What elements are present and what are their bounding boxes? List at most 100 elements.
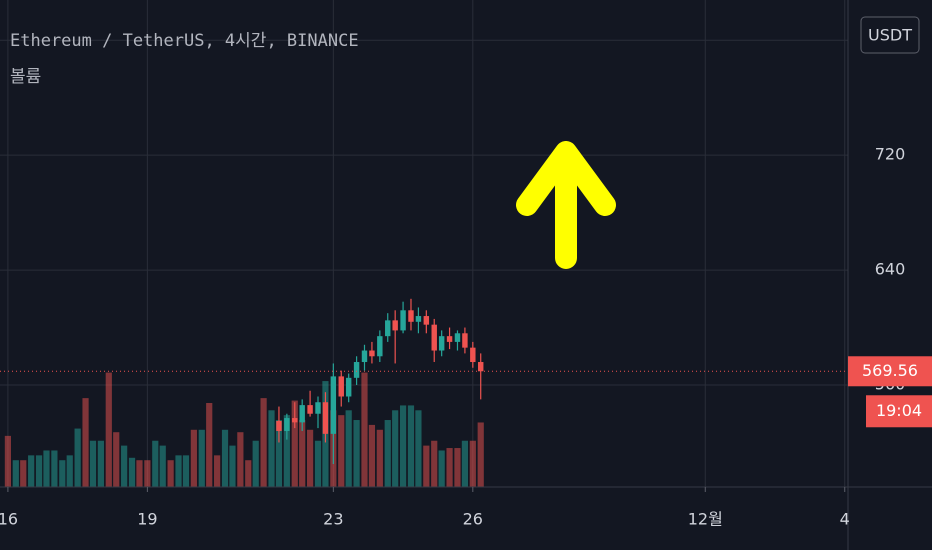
- candle-body: [299, 405, 305, 423]
- volume-bar: [97, 440, 104, 487]
- volume-bar: [89, 440, 97, 487]
- x-tick-label: 4: [840, 510, 850, 529]
- chart-title: Ethereum / TetherUS, 4시간, BINANCE: [10, 31, 359, 51]
- candle-body: [408, 310, 414, 322]
- candle-body: [438, 336, 445, 351]
- volume-bar: [260, 398, 267, 487]
- volume-bar: [306, 429, 314, 487]
- volume-bar: [237, 432, 244, 487]
- x-tick-label: 16: [0, 510, 18, 529]
- volume-bar: [368, 424, 376, 487]
- candle-body: [361, 350, 368, 363]
- volume-bar: [423, 445, 430, 487]
- candle-body: [423, 316, 430, 325]
- volume-bar: [182, 455, 190, 487]
- volume-bar: [229, 445, 236, 487]
- last-price-label: 569.56: [862, 361, 918, 380]
- volume-bar: [28, 455, 35, 487]
- volume-bar: [399, 405, 407, 487]
- currency-button[interactable]: [860, 16, 920, 54]
- candle-body: [369, 350, 375, 357]
- volume-bar: [454, 448, 461, 487]
- volume-bar: [82, 398, 89, 487]
- candle-body: [315, 402, 321, 414]
- candle-body: [470, 347, 476, 363]
- volume-bar: [431, 440, 438, 487]
- candle-body: [392, 320, 398, 331]
- volume-bar: [206, 402, 213, 487]
- countdown-box: [866, 395, 932, 428]
- volume-bar: [361, 372, 368, 487]
- candle-body: [400, 310, 406, 331]
- volume-bar: [461, 440, 469, 487]
- volume-bar: [167, 460, 174, 487]
- candle-body: [415, 316, 422, 322]
- indicator-label: 볼륨: [10, 67, 41, 87]
- volume-bar: [113, 432, 120, 487]
- volume-bar: [477, 422, 484, 487]
- candle-body: [446, 336, 453, 342]
- x-tick-label: 12월: [688, 510, 723, 529]
- volume-bar: [376, 429, 383, 487]
- volume-bar: [74, 428, 81, 487]
- candle-body: [377, 336, 383, 357]
- volume-bar: [392, 410, 399, 487]
- volume-bar: [35, 455, 43, 487]
- x-tick-label: 23: [323, 510, 343, 529]
- candle-body: [276, 420, 282, 431]
- volume-bar: [446, 448, 453, 487]
- volume-bar: [20, 460, 27, 487]
- volume-bar: [198, 429, 205, 487]
- volume-bar: [43, 450, 50, 487]
- volume-bar: [128, 457, 136, 487]
- y-tick-label: 720: [875, 145, 906, 164]
- volume-bar: [59, 460, 66, 487]
- x-tick-label: 19: [137, 510, 157, 529]
- candle-body: [385, 320, 391, 337]
- volume-bar: [190, 429, 197, 487]
- x-tick-label: 26: [463, 510, 483, 529]
- volume-bar: [221, 429, 229, 487]
- volume-bar: [12, 460, 19, 487]
- volume-bar: [275, 420, 283, 487]
- currency-button-label[interactable]: USDT: [868, 26, 912, 45]
- candle-body: [322, 402, 329, 434]
- volume-bar: [283, 415, 290, 487]
- volume-bar: [159, 445, 166, 487]
- candle-body: [462, 333, 468, 348]
- volume-bar: [136, 460, 143, 487]
- candle-body: [454, 333, 461, 342]
- y-tick-label: 640: [875, 260, 906, 279]
- volume-bar: [407, 405, 415, 487]
- volume-bar: [299, 420, 306, 487]
- volume-bar: [438, 450, 445, 487]
- volume-bar: [345, 410, 352, 487]
- volume-bar: [415, 410, 422, 487]
- candle-body: [431, 324, 437, 351]
- up-arrow: [516, 141, 616, 269]
- volume-bar: [152, 440, 159, 487]
- candle-body: [478, 362, 484, 372]
- volume-bar: [105, 372, 112, 487]
- candle-body: [330, 376, 337, 434]
- candle-body: [353, 362, 360, 378]
- volume-bar: [314, 440, 322, 487]
- volume-bar: [121, 445, 128, 487]
- volume-bar: [338, 415, 345, 487]
- volume-bar: [353, 420, 360, 487]
- volume-bar: [252, 440, 259, 487]
- candle-body: [292, 418, 298, 423]
- volume-bar: [384, 420, 391, 487]
- volume-bar: [4, 435, 12, 487]
- volume-bar: [268, 410, 275, 487]
- countdown-label: 19:04: [876, 401, 922, 420]
- candle-body: [345, 377, 352, 397]
- volume-bar: [144, 460, 151, 487]
- volume-bar: [51, 450, 58, 487]
- last-price-box: [848, 356, 932, 387]
- candle-body: [338, 376, 344, 397]
- candle-body: [307, 405, 313, 414]
- volume-bar: [245, 460, 252, 487]
- volume-bar: [291, 400, 298, 487]
